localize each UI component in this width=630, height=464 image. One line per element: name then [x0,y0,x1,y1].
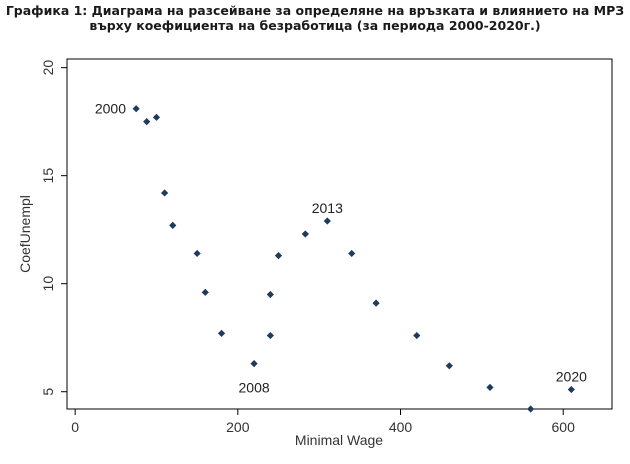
data-point [217,329,226,337]
y-tick-label: 15 [40,168,56,184]
data-point [486,383,494,391]
y-tick-label: 10 [40,276,56,292]
chart-title-line-2: върху коефициента на безработица (за пер… [89,18,541,33]
annotations: 2000 2013 2008 2020 [95,101,587,396]
data-point [274,252,283,260]
data-points [132,105,575,413]
x-tick-label: 200 [226,419,250,435]
data-point [445,362,453,370]
data-point [161,189,169,197]
y-tick-label: 5 [40,388,56,396]
data-point [250,360,258,368]
data-point [266,331,274,340]
plot-area [66,58,613,410]
data-point [143,118,151,126]
x-tick-label: 600 [552,419,576,435]
year-annotation: 2000 [95,101,126,117]
data-point [169,221,177,229]
data-point [201,288,209,296]
y-ticks: 5 10 15 20 [40,60,67,396]
chart-title-line-1: Графика 1: Диаграма на разсейване за опр… [5,3,625,18]
data-point [193,249,201,258]
year-annotation: 2013 [312,200,343,216]
y-axis-label: CoefUnempl [17,195,33,273]
data-point [301,230,309,238]
data-point [413,331,421,340]
data-point [132,105,140,113]
year-annotation: 2020 [556,369,587,385]
x-tick-label: 0 [71,419,79,435]
year-annotation: 2008 [239,379,270,395]
chart-title: Графика 1: Диаграма на разсейване за опр… [0,3,630,33]
data-point [348,249,356,258]
x-tick-label: 400 [389,419,413,435]
x-ticks: 0 200 400 600 [71,409,575,435]
data-point [266,290,274,299]
data-point [372,299,380,307]
y-tick-label: 20 [40,60,56,76]
data-point [567,385,575,394]
data-point [152,113,161,121]
data-point [527,405,535,413]
data-point [323,217,331,225]
x-axis-label: Minimal Wage [295,432,383,448]
